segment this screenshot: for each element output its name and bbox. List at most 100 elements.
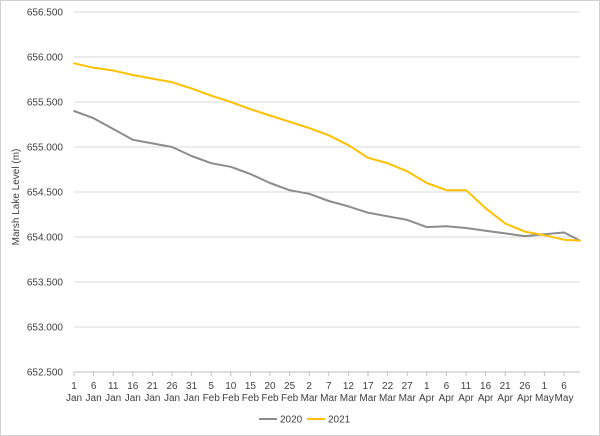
x-tick-day: 5 [208, 381, 214, 392]
x-tick-month: Feb [261, 393, 279, 404]
x-tick-day: 21 [500, 381, 512, 392]
x-tick-day: 1 [542, 381, 548, 392]
data-point [347, 205, 350, 208]
series-2020 [73, 110, 581, 242]
x-tick-month: Jan [125, 393, 141, 404]
x-tick-month: Apr [517, 393, 533, 404]
data-point [367, 211, 369, 214]
x-tick-day: 15 [245, 381, 257, 392]
x-tick-day: 26 [166, 381, 178, 392]
series-line-2020 [73, 110, 581, 242]
data-point [445, 225, 448, 228]
data-point [249, 108, 252, 111]
x-tick-day: 11 [461, 381, 472, 392]
data-point [504, 222, 507, 225]
data-point [504, 232, 507, 235]
data-point [269, 182, 271, 184]
x-tick-day: 7 [326, 381, 332, 392]
x-tick-month: Jan [184, 393, 200, 404]
x-tick-month: Apr [458, 393, 474, 404]
data-point [563, 238, 565, 241]
data-point [563, 231, 565, 234]
y-tick-label: 654.000 [27, 233, 64, 244]
data-point [171, 146, 173, 148]
y-axis-title: Marsh Lake Level (m) [11, 149, 22, 246]
data-point [484, 207, 487, 210]
y-tick-label: 653.500 [27, 278, 64, 289]
x-tick-day: 20 [264, 381, 276, 392]
data-point [543, 234, 546, 237]
y-tick-label: 656.500 [27, 8, 64, 19]
legend: 2020 2021 [259, 415, 351, 426]
y-tick-label: 655.500 [27, 98, 64, 109]
data-point [465, 227, 467, 229]
data-point [425, 182, 428, 184]
x-tick-month: Feb [222, 393, 240, 404]
x-tick-day: 16 [480, 381, 492, 392]
data-point [229, 101, 232, 103]
data-point [269, 114, 271, 117]
x-tick-month: Jan [66, 393, 82, 404]
data-point [347, 144, 350, 147]
x-tick-day: 25 [284, 381, 296, 392]
x-tick-month: Feb [242, 393, 260, 404]
x-tick-month: Apr [439, 393, 455, 404]
data-point [308, 127, 311, 129]
data-point [112, 128, 115, 130]
x-tick-month: Feb [203, 393, 221, 404]
y-tick-label: 652.500 [27, 368, 64, 379]
x-tick-day: 16 [127, 381, 139, 392]
y-tick-label: 653.000 [27, 323, 64, 334]
x-tick-month: May [535, 393, 554, 404]
x-axis-ticks: 1Jan6Jan11Jan16Jan21Jan26Jan31Jan5Feb10F… [66, 372, 574, 404]
x-tick-day: 11 [108, 381, 119, 392]
x-tick-month: Jan [164, 393, 180, 404]
data-point [73, 110, 75, 112]
x-tick-day: 2 [306, 381, 312, 392]
x-tick-day: 27 [402, 381, 414, 392]
data-point [171, 81, 173, 84]
x-tick-day: 6 [561, 381, 567, 392]
x-tick-month: Mar [399, 393, 417, 404]
y-axis-ticks: 652.500 653.000 653.500 654.000 654.500 655.0… [27, 8, 64, 379]
data-point [151, 142, 154, 145]
data-point [288, 120, 291, 123]
data-point [190, 155, 193, 157]
x-tick-month: Jan [86, 393, 102, 404]
series-line-2021 [73, 62, 581, 242]
x-tick-day: 10 [225, 381, 237, 392]
data-point [229, 165, 232, 168]
data-point [367, 156, 369, 159]
x-tick-month: Apr [419, 393, 435, 404]
x-tick-month: Mar [359, 393, 377, 404]
x-tick-day: 1 [71, 381, 77, 392]
data-point [131, 74, 134, 76]
x-tick-month: Apr [478, 393, 494, 404]
series-2021 [73, 62, 581, 242]
data-point [484, 229, 487, 232]
x-tick-month: Feb [281, 393, 299, 404]
data-point [92, 66, 95, 69]
x-tick-day: 21 [147, 381, 159, 392]
x-tick-day: 6 [91, 381, 97, 392]
x-tick-day: 31 [186, 381, 198, 392]
data-point [406, 219, 409, 221]
y-tick-label: 656.000 [27, 53, 64, 64]
x-tick-month: May [555, 393, 574, 404]
x-tick-day: 12 [343, 381, 355, 392]
data-point [445, 189, 448, 192]
data-point [406, 170, 409, 173]
data-point [151, 77, 154, 80]
y-tick-label: 655.000 [27, 143, 64, 154]
x-tick-month: Jan [144, 393, 160, 404]
x-tick-day: 6 [444, 381, 450, 392]
data-point [131, 138, 134, 141]
data-point [523, 235, 526, 238]
legend-label: 2020 [280, 415, 303, 426]
x-tick-day: 22 [382, 381, 394, 392]
data-point [386, 215, 389, 218]
data-point [210, 94, 213, 97]
data-point [308, 192, 311, 195]
x-tick-day: 17 [362, 381, 374, 392]
